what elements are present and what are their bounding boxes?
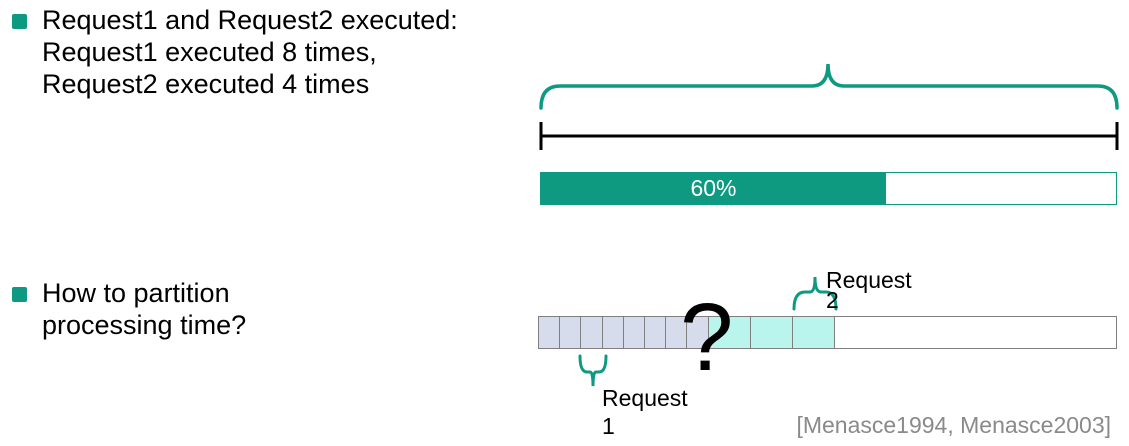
bullet-2-text: How to partition processing time? — [42, 277, 246, 341]
processing-time-strip — [538, 316, 1117, 349]
request1-segment — [666, 317, 688, 348]
bullet-marker-1 — [12, 14, 27, 29]
request1-label-line-1: Request — [602, 385, 688, 411]
bullet-1-text: Request1 and Request2 executed: Request1… — [42, 4, 458, 100]
utilization-bar-fill — [541, 173, 886, 204]
request1-segment — [581, 317, 603, 348]
bullet-1-line-2: Request1 executed 8 times, — [42, 37, 377, 67]
request1-label-line-2: 1 — [602, 413, 615, 439]
utilization-bar-label: 60% — [690, 175, 737, 201]
request1-segment — [602, 317, 624, 348]
bullet-2-line-2: processing time? — [42, 310, 247, 340]
request2-label: Request 2 — [826, 265, 912, 315]
request2-label-line-1: Request — [826, 267, 912, 293]
utilization-bar: 60% — [540, 172, 1117, 205]
request1-label: Request 1 — [602, 383, 688, 441]
bullet-1-line-1: Request1 and Request2 executed: — [42, 5, 458, 35]
question-mark: ? — [680, 284, 734, 391]
request2-segment — [792, 317, 835, 348]
bullet-1-line-3: Request2 executed 4 times — [42, 69, 370, 99]
top-brace — [539, 63, 1119, 110]
bullet-marker-2 — [12, 287, 27, 302]
request1-segment — [644, 317, 667, 348]
citation: [Menasce1994, Menasce2003] — [796, 412, 1111, 438]
request2-label-line-2: 2 — [826, 287, 839, 313]
request2-segment — [750, 317, 793, 348]
request1-segment — [687, 317, 709, 348]
request2-brace — [792, 276, 838, 311]
request1-segment — [623, 317, 645, 348]
request1-segment — [539, 317, 561, 348]
request1-brace — [578, 354, 608, 387]
request2-segment — [708, 317, 751, 348]
bullet-2-line-1: How to partition — [42, 278, 230, 308]
request1-segment — [560, 317, 582, 348]
